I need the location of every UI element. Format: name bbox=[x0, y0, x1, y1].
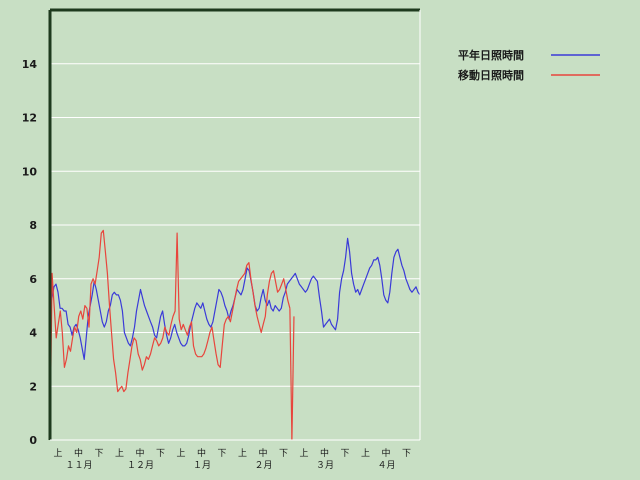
legend-label-moving-sunshine: 移動日照時間 bbox=[458, 68, 524, 82]
x-tick-label: 上 bbox=[299, 448, 308, 459]
series-line-moving-sunshine bbox=[49, 229, 291, 441]
legend: 平年日照時間 移動日照時間 bbox=[458, 48, 600, 82]
x-tick-label: 中 bbox=[258, 447, 267, 459]
x-tick-label: 下 bbox=[94, 449, 103, 459]
y-tick-label: 4 bbox=[29, 327, 37, 340]
x-tick-label: 上 bbox=[238, 448, 247, 459]
x-tick-label: 下 bbox=[156, 449, 165, 459]
month-label: ３月 bbox=[316, 460, 334, 471]
x-tick-label: 上 bbox=[115, 448, 124, 459]
axes-frame bbox=[48, 8, 421, 441]
y-tick-label: 14 bbox=[22, 58, 38, 71]
y-tick-label: 6 bbox=[29, 273, 37, 286]
series-spike-moving bbox=[289, 308, 293, 441]
y-tick-label: 0 bbox=[29, 434, 37, 447]
x-tick-label: 下 bbox=[279, 449, 288, 459]
y-axis-ticks: 0 2 4 6 8 10 12 14 bbox=[22, 58, 38, 447]
series-spike-moving-return bbox=[291, 316, 295, 441]
grid-lines bbox=[50, 63, 420, 387]
x-tick-label: 下 bbox=[340, 449, 349, 459]
x-tick-label: 下 bbox=[217, 449, 226, 459]
series-lines bbox=[49, 229, 421, 441]
x-tick-label: 下 bbox=[402, 449, 411, 459]
month-label: ４月 bbox=[377, 460, 395, 471]
x-tick-label: 中 bbox=[381, 447, 390, 459]
x-tick-label: 中 bbox=[320, 447, 329, 459]
y-tick-label: 8 bbox=[29, 219, 37, 232]
y-tick-label: 12 bbox=[22, 112, 37, 125]
x-tick-label: 中 bbox=[74, 447, 83, 459]
y-tick-label: 10 bbox=[22, 165, 38, 178]
x-tick-label: 中 bbox=[197, 447, 206, 459]
month-label: １１月 bbox=[65, 460, 92, 471]
month-label: ２月 bbox=[254, 460, 272, 471]
month-label: １２月 bbox=[127, 460, 154, 471]
x-tick-label: 上 bbox=[176, 448, 185, 459]
legend-label-normal-sunshine: 平年日照時間 bbox=[458, 48, 524, 62]
x-tick-label: 中 bbox=[135, 447, 144, 459]
x-axis-month-labels: １１月 １２月 １月 ２月 ３月 ４月 bbox=[65, 460, 395, 471]
x-tick-label: 上 bbox=[361, 448, 370, 459]
x-tick-label: 上 bbox=[53, 448, 62, 459]
y-tick-label: 2 bbox=[29, 380, 37, 393]
x-axis-ticks: 上中下上中下上中下上中下上中下上中下 bbox=[53, 447, 411, 459]
month-label: １月 bbox=[193, 460, 211, 471]
